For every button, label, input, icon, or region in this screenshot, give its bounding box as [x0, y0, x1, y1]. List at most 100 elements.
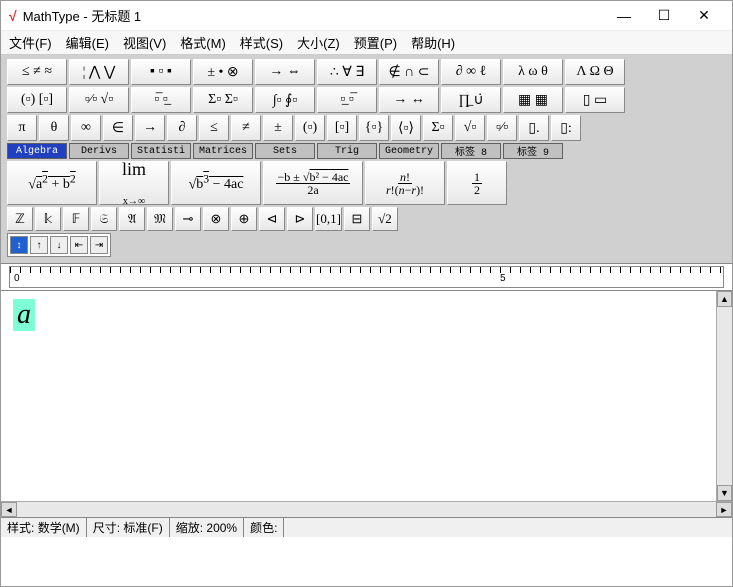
- row3-btn-11[interactable]: {▫}: [359, 115, 389, 141]
- close-button[interactable]: ✕: [684, 2, 724, 30]
- row3-btn-10[interactable]: [▫]: [327, 115, 357, 141]
- scroll-left-icon[interactable]: ◄: [1, 502, 17, 517]
- row1-btn-9[interactable]: Λ Ω Θ: [565, 59, 625, 85]
- ruler-mark-5: 5: [500, 273, 506, 284]
- row2-btn-4[interactable]: ∫▫ ∮▫: [255, 87, 315, 113]
- row4-btn-1[interactable]: 𝕜: [35, 207, 61, 231]
- outdent-icon[interactable]: ↓: [50, 236, 68, 254]
- row4-btn-6[interactable]: ⊸: [175, 207, 201, 231]
- horizontal-scrollbar[interactable]: ◄ ►: [1, 501, 732, 517]
- template-btn-3[interactable]: −b ± √b² − 4ac2a: [263, 161, 363, 205]
- status-zoom[interactable]: 缩放: 200%: [170, 518, 244, 537]
- row3-btn-6[interactable]: ≤: [199, 115, 229, 141]
- maximize-button[interactable]: ☐: [644, 2, 684, 30]
- row4-btn-3[interactable]: 𝔖: [91, 207, 117, 231]
- tab-statisti[interactable]: Statisti: [131, 143, 191, 159]
- row3-btn-8[interactable]: ±: [263, 115, 293, 141]
- row2-btn-2[interactable]: ▫̅ ▫̲: [131, 87, 191, 113]
- row2-btn-1[interactable]: ▫⁄▫ √▫: [69, 87, 129, 113]
- tab-left-icon[interactable]: ⇤: [70, 236, 88, 254]
- row4-btn-0[interactable]: ℤ: [7, 207, 33, 231]
- row4-btn-9[interactable]: ⊲: [259, 207, 285, 231]
- tab-标签 8[interactable]: 标签 8: [441, 143, 501, 159]
- menu-item-3[interactable]: 格式(M): [180, 33, 226, 52]
- row2-btn-6[interactable]: → ↔: [379, 87, 439, 113]
- row1-btn-2[interactable]: ▪ ▫ ▪: [131, 59, 191, 85]
- row3-btn-16[interactable]: ▯.: [519, 115, 549, 141]
- row3-btn-17[interactable]: ▯:: [551, 115, 581, 141]
- template-btn-2[interactable]: √b3 − 4ac: [171, 161, 261, 205]
- row4-btn-12[interactable]: ⊟: [344, 207, 370, 231]
- row4-btn-8[interactable]: ⊕: [231, 207, 257, 231]
- app-logo-icon: √: [9, 8, 17, 24]
- row4-btn-5[interactable]: 𝔐: [147, 207, 173, 231]
- row1-btn-5[interactable]: ∴ ∀ ∃: [317, 59, 377, 85]
- row4-btn-7[interactable]: ⊗: [203, 207, 229, 231]
- status-style[interactable]: 样式: 数学(M): [1, 518, 87, 537]
- template-btn-1[interactable]: limx→∞: [99, 161, 169, 205]
- row1-btn-4[interactable]: → ⇔: [255, 59, 315, 85]
- row3-btn-15[interactable]: ▫∕▫: [487, 115, 517, 141]
- menu-item-4[interactable]: 样式(S): [240, 33, 283, 52]
- menu-item-0[interactable]: 文件(F): [9, 33, 52, 52]
- row2-btn-0[interactable]: (▫) [▫]: [7, 87, 67, 113]
- tab-trig[interactable]: Trig: [317, 143, 377, 159]
- tab-right-icon[interactable]: ⇥: [90, 236, 108, 254]
- row1-btn-0[interactable]: ≤ ≠ ≈: [7, 59, 67, 85]
- row3-btn-1[interactable]: θ: [39, 115, 69, 141]
- indent-icon[interactable]: ↑: [30, 236, 48, 254]
- row4-btn-10[interactable]: ⊳: [287, 207, 313, 231]
- row3-btn-3[interactable]: ∈: [103, 115, 133, 141]
- row1-btn-7[interactable]: ∂ ∞ ℓ: [441, 59, 501, 85]
- tab-derivs[interactable]: Derivs: [69, 143, 129, 159]
- status-size[interactable]: 尺寸: 标准(F): [87, 518, 170, 537]
- row3-btn-5[interactable]: ∂: [167, 115, 197, 141]
- status-color[interactable]: 颜色:: [244, 518, 284, 537]
- row2-btn-5[interactable]: ▫̲ ▫̅: [317, 87, 377, 113]
- vertical-scrollbar[interactable]: ▲ ▼: [716, 291, 732, 501]
- scroll-down-icon[interactable]: ▼: [717, 485, 732, 501]
- equation-canvas[interactable]: a: [1, 291, 716, 501]
- row1-btn-1[interactable]: ¦ ⋀ ⋁: [69, 59, 129, 85]
- tab-sets[interactable]: Sets: [255, 143, 315, 159]
- menu-item-2[interactable]: 视图(V): [123, 33, 166, 52]
- scroll-right-icon[interactable]: ►: [716, 502, 732, 517]
- row4-btn-11[interactable]: [0,1]: [315, 207, 342, 231]
- scroll-up-icon[interactable]: ▲: [717, 291, 732, 307]
- tab-geometry[interactable]: Geometry: [379, 143, 439, 159]
- template-btn-5[interactable]: 12: [447, 161, 507, 205]
- row2-btn-8[interactable]: ▦ ▦: [503, 87, 563, 113]
- row3-btn-7[interactable]: ≠: [231, 115, 261, 141]
- menu-item-6[interactable]: 预置(P): [354, 33, 397, 52]
- row4-btn-13[interactable]: √2: [372, 207, 398, 231]
- menu-item-1[interactable]: 编辑(E): [66, 33, 109, 52]
- row3-btn-13[interactable]: Σ▫: [423, 115, 453, 141]
- ruler[interactable]: 0 5: [9, 266, 724, 288]
- menu-item-7[interactable]: 帮助(H): [411, 33, 455, 52]
- align-icon[interactable]: ↕: [10, 236, 28, 254]
- row3-btn-12[interactable]: ⟨▫⟩: [391, 115, 421, 141]
- row2-btn-3[interactable]: Σ▫ Σ▫: [193, 87, 253, 113]
- row1-btn-8[interactable]: λ ω θ: [503, 59, 563, 85]
- row3-btn-14[interactable]: √▫: [455, 115, 485, 141]
- tab-algebra[interactable]: Algebra: [7, 143, 67, 159]
- menu-item-5[interactable]: 大小(Z): [297, 33, 340, 52]
- tab-matrices[interactable]: Matrices: [193, 143, 253, 159]
- row3-btn-9[interactable]: (▫): [295, 115, 325, 141]
- row4-btn-2[interactable]: 𝔽: [63, 207, 89, 231]
- row2-btn-7[interactable]: ∏̲ ∪̇: [441, 87, 501, 113]
- row4-btn-4[interactable]: 𝔄: [119, 207, 145, 231]
- equation-content[interactable]: a: [13, 299, 35, 331]
- row3-btn-4[interactable]: →: [135, 115, 165, 141]
- title-bar: √ MathType - 无标题 1 ― ☐ ✕: [1, 1, 732, 31]
- row3-btn-2[interactable]: ∞: [71, 115, 101, 141]
- template-btn-4[interactable]: n!r!(n−r)!: [365, 161, 445, 205]
- size-value: 标准(F): [123, 519, 162, 536]
- row2-btn-9[interactable]: ▯ ▭: [565, 87, 625, 113]
- row3-btn-0[interactable]: π: [7, 115, 37, 141]
- template-btn-0[interactable]: √a2 + b2: [7, 161, 97, 205]
- minimize-button[interactable]: ―: [604, 2, 644, 30]
- row1-btn-6[interactable]: ∉ ∩ ⊂: [379, 59, 439, 85]
- row1-btn-3[interactable]: ± • ⊗: [193, 59, 253, 85]
- tab-标签 9[interactable]: 标签 9: [503, 143, 563, 159]
